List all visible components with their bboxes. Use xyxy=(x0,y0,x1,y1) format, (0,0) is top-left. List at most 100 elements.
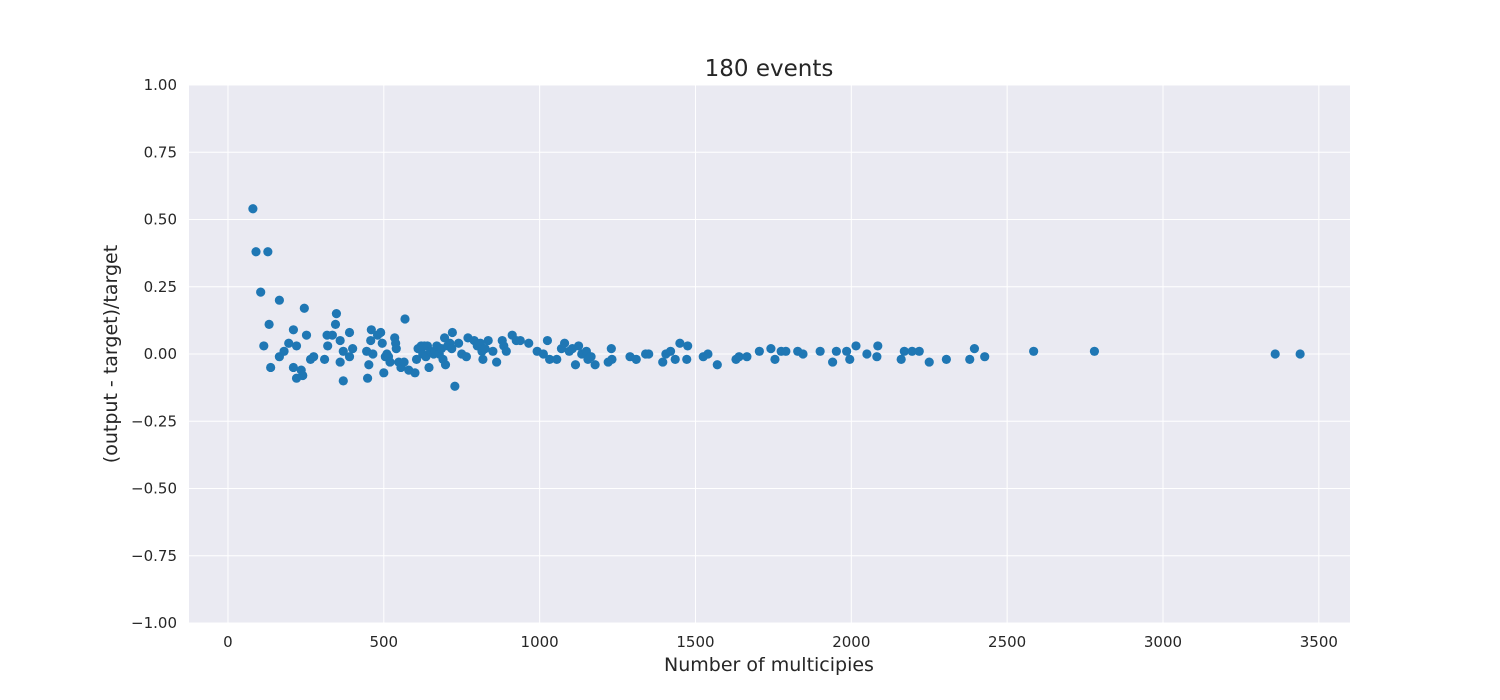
scatter-point xyxy=(284,338,294,348)
scatter-point xyxy=(742,352,752,362)
scatter-point xyxy=(781,346,791,356)
x-tick-label: 2500 xyxy=(988,633,1026,651)
scatter-point xyxy=(754,346,764,356)
scatter-point xyxy=(344,352,355,362)
scatter-point xyxy=(941,354,951,364)
x-tick-label: 2000 xyxy=(832,633,870,651)
scatter-point xyxy=(447,344,457,354)
scatter-point xyxy=(907,346,917,356)
x-tick-label: 0 xyxy=(223,633,233,651)
scatter-point xyxy=(291,341,302,351)
scatter-point xyxy=(969,344,980,354)
scatter-point xyxy=(644,349,654,359)
scatter-point xyxy=(461,352,471,362)
scatter-point xyxy=(703,349,713,359)
scatter-point xyxy=(399,357,409,367)
x-axis-title: Number of multicipies xyxy=(664,654,874,676)
x-tick-label: 500 xyxy=(369,633,398,651)
scatter-point xyxy=(586,352,596,362)
y-tick-label: −0.50 xyxy=(131,480,177,498)
scatter-point xyxy=(344,327,355,338)
scatter-point xyxy=(570,360,581,370)
scatter-point xyxy=(348,344,358,354)
scatter-point xyxy=(552,354,562,364)
scatter-point xyxy=(896,354,906,364)
scatter-point xyxy=(980,352,990,362)
scatter-point xyxy=(590,360,600,370)
scatter-point xyxy=(411,354,422,364)
scatter-point xyxy=(309,352,319,362)
scatter-point xyxy=(298,370,308,381)
scatter-point xyxy=(256,287,266,297)
scatter-point xyxy=(828,357,838,367)
scatter-point xyxy=(251,247,261,257)
scatter-point xyxy=(327,330,337,340)
x-tick-labels: 0 500 1000 1500 2000 2500 3000 3500 xyxy=(223,633,1338,651)
scatter-point xyxy=(274,295,284,305)
scatter-point xyxy=(362,373,373,383)
scatter-point xyxy=(734,352,744,362)
scatter-point xyxy=(279,346,289,356)
scatter-point xyxy=(301,330,312,340)
scatter-point xyxy=(965,354,975,364)
scatter-point xyxy=(1089,346,1100,356)
scatter-point xyxy=(924,357,934,367)
scatter-point xyxy=(1270,349,1280,359)
scatter-point xyxy=(266,362,276,373)
scatter-point xyxy=(682,354,692,364)
scatter-point xyxy=(665,346,676,356)
scatter-point xyxy=(319,354,330,364)
y-tick-labels: 1.00 0.75 0.50 0.25 0.00 −0.25 −0.50 −0.75 −1.00 xyxy=(131,76,177,632)
scatter-point xyxy=(1295,349,1305,359)
scatter-point xyxy=(263,247,273,257)
scatter-point xyxy=(450,381,460,391)
scatter-point xyxy=(366,335,376,346)
scatter-point xyxy=(658,357,668,367)
scatter-point xyxy=(364,360,374,370)
scatter-point xyxy=(851,341,861,351)
scatter-point xyxy=(538,349,548,359)
scatter-point xyxy=(338,346,348,356)
scatter-point xyxy=(480,344,490,354)
y-tick-label: 0.50 xyxy=(144,211,177,229)
scatter-point xyxy=(606,344,616,354)
scatter-point xyxy=(335,357,345,367)
scatter-point xyxy=(712,360,722,370)
scatter-point xyxy=(447,327,457,338)
y-tick-label: −0.25 xyxy=(131,412,177,430)
y-tick-label: −1.00 xyxy=(131,614,177,632)
y-tick-label: 0.00 xyxy=(144,345,177,363)
scatter-point xyxy=(424,362,434,373)
scatter-point xyxy=(299,303,309,313)
scatter-point xyxy=(545,354,555,364)
scatter-point xyxy=(842,346,852,356)
scatter-point xyxy=(831,346,841,356)
data-points xyxy=(248,204,1305,391)
scatter-point xyxy=(515,335,525,346)
scatter-point xyxy=(366,325,376,335)
grid-lines xyxy=(189,84,1350,624)
scatter-point xyxy=(914,346,924,356)
scatter-point xyxy=(683,341,693,351)
scatter-point xyxy=(670,354,680,364)
scatter-point xyxy=(330,319,341,330)
y-tick-label: 0.75 xyxy=(144,143,177,161)
x-tick-label: 1000 xyxy=(521,633,559,651)
scatter-point xyxy=(501,346,511,356)
scatter-point xyxy=(288,325,299,335)
x-tick-label: 1500 xyxy=(676,633,714,651)
scatter-point xyxy=(492,357,502,367)
scatter-point xyxy=(454,338,464,348)
scatter-point xyxy=(368,349,378,359)
scatter-point xyxy=(338,376,348,386)
scatter-point xyxy=(323,341,333,351)
scatter-point xyxy=(376,327,386,338)
scatter-point xyxy=(815,346,825,356)
scatter-point xyxy=(391,344,401,354)
scatter-point xyxy=(770,354,780,364)
scatter-point xyxy=(335,335,345,346)
scatter-point xyxy=(862,349,872,359)
scatter-point xyxy=(400,314,410,324)
